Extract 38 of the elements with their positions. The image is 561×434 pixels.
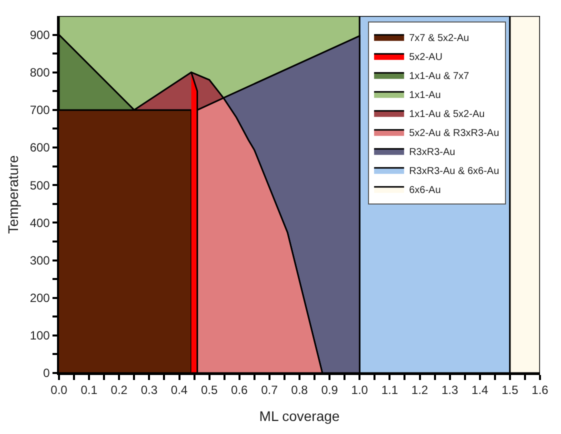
legend-label: 1x1-Au xyxy=(409,90,441,101)
y-tick-label: 900 xyxy=(30,28,50,42)
x-tick-label: 0.7 xyxy=(261,383,278,398)
x-tick-label: 0.3 xyxy=(140,383,158,398)
y-axis-title: Temperature xyxy=(4,154,21,234)
legend-label: 5x2-AU xyxy=(409,52,442,63)
x-tick-label: 0.0 xyxy=(50,383,68,398)
y-tick-label: 300 xyxy=(30,253,50,268)
y-tick-label: 400 xyxy=(30,216,50,230)
x-axis-title: ML coverage xyxy=(259,408,340,424)
x-tick-label: 1.5 xyxy=(502,383,519,398)
legend-label: 7x7 & 5x2-Au xyxy=(409,32,470,44)
x-tick-label: 0.6 xyxy=(231,383,248,398)
x-tick-label: 1.6 xyxy=(532,383,549,398)
legend-label: 6x6-Au xyxy=(409,184,441,196)
y-tick-label: 800 xyxy=(30,66,50,80)
legend-label: 1x1-Au & 5x2-Au xyxy=(409,108,485,120)
y-tick-label: 700 xyxy=(30,103,50,118)
x-tick-label: 0.1 xyxy=(80,383,98,398)
x-tick-label: 1.1 xyxy=(381,383,398,398)
legend-label: R3xR3-Au xyxy=(409,146,456,158)
x-tick-label: 0.5 xyxy=(200,383,218,398)
legend-label: 5x2-Au & R3xR3-Au xyxy=(409,128,500,139)
legend-label: R3xR3-Au & 6x6-Au xyxy=(409,166,500,177)
legend-label: 1x1-Au & 7x7 xyxy=(409,70,470,82)
y-tick-label: 500 xyxy=(30,178,50,192)
x-tick-label: 0.8 xyxy=(291,383,308,398)
x-tick-label: 1.3 xyxy=(441,383,458,398)
x-tick-label: 0.2 xyxy=(110,383,128,398)
x-tick-label: 1.2 xyxy=(411,383,428,398)
x-tick-label: 0.4 xyxy=(170,383,188,398)
y-tick-label: 100 xyxy=(30,328,50,343)
y-tick-label: 200 xyxy=(30,291,50,306)
x-tick-label: 1.0 xyxy=(351,383,368,398)
x-tick-label: 1.4 xyxy=(472,383,489,398)
x-tick-label: 0.9 xyxy=(321,383,338,398)
y-tick-label: 600 xyxy=(30,140,50,155)
y-tick-label: 0 xyxy=(43,366,50,380)
